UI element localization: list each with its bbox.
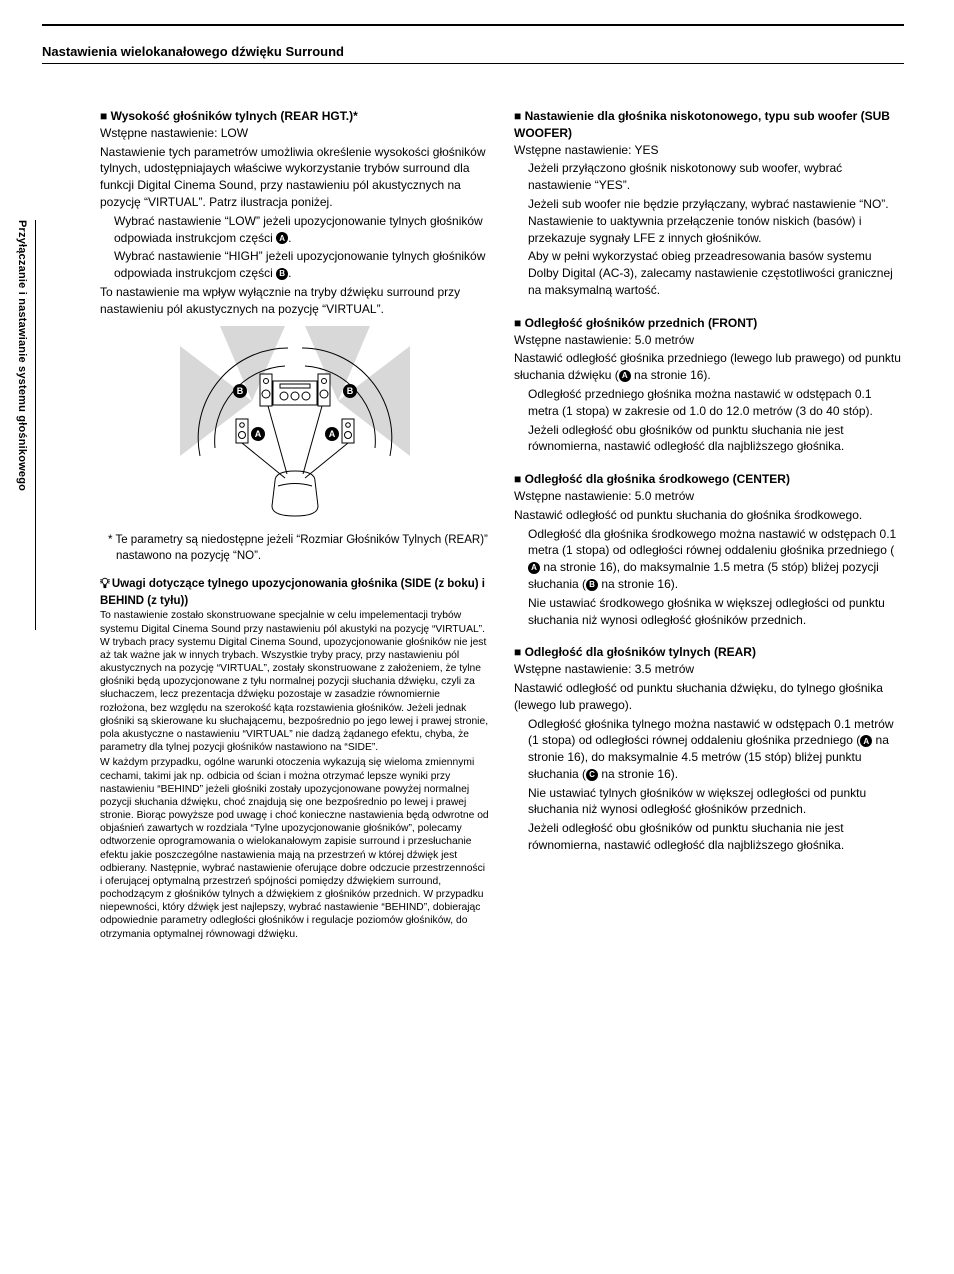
text: Wybrać nastawienie “LOW” jeżeli upozycjo… bbox=[114, 214, 483, 245]
subwoofer-i2: Jeżeli sub woofer nie będzie przyłączany… bbox=[514, 196, 904, 246]
subwoofer-i3: Aby w pełni wykorzystać obieg przeadreso… bbox=[514, 248, 904, 298]
front-preset: Wstępne nastawienie: 5.0 metrów bbox=[514, 332, 904, 349]
tip-icon: 💡︎ bbox=[100, 574, 110, 594]
left-column: ■ Wysokość głośników tylnych (REAR HGT.)… bbox=[100, 108, 490, 957]
tip-p2: W każdym przypadku, ogólne warunki otocz… bbox=[100, 756, 490, 940]
label-a-icon: A bbox=[860, 735, 872, 747]
center-preset: Wstępne nastawienie: 5.0 metrów bbox=[514, 488, 904, 505]
front-p: Nastawić odległość głośnika przedniego (… bbox=[514, 350, 904, 384]
svg-text:B: B bbox=[237, 386, 244, 396]
rear-i3: Jeżeli odległość obu głośników od punktu… bbox=[514, 820, 904, 854]
label-b-icon: B bbox=[276, 268, 288, 280]
sidebar-tab: Przyłączanie i nastawianie systemu głośn… bbox=[14, 220, 36, 630]
rear-height-footnote: * Te parametry są niedostępne jeżeli “Ro… bbox=[108, 532, 490, 564]
text: Wybrać nastawienie “HIGH” jeżeli upozycj… bbox=[114, 249, 485, 280]
svg-text:A: A bbox=[329, 429, 336, 439]
text: Odległość głośnika tylnego można nastawi… bbox=[528, 717, 894, 748]
rear-height-heading: ■ Wysokość głośników tylnych (REAR HGT.)… bbox=[100, 108, 490, 125]
front-i2: Jeżeli odległość obu głośników od punktu… bbox=[514, 422, 904, 456]
text: na stronie 16). bbox=[631, 368, 711, 382]
speaker-diagram: B B A A bbox=[100, 326, 490, 526]
rear-heading: ■ Odległość dla głośników tylnych (REAR) bbox=[514, 644, 904, 661]
rear-height-p1: Nastawienie tych parametrów umożliwia ok… bbox=[100, 144, 490, 211]
label-a-icon: A bbox=[528, 562, 540, 574]
right-column: ■ Nastawienie dla głośnika niskotonowego… bbox=[514, 108, 904, 957]
subwoofer-preset: Wstępne nastawienie: YES bbox=[514, 142, 904, 159]
label-b-icon: B bbox=[586, 579, 598, 591]
center-i1: Odległość dla głośnika środkowego można … bbox=[514, 526, 904, 593]
rear-i2: Nie ustawiać tylnych głośników w większe… bbox=[514, 785, 904, 819]
text: na stronie 16). bbox=[598, 577, 678, 591]
svg-text:B: B bbox=[347, 386, 354, 396]
text: Uwagi dotyczące tylnego upozycjonowania … bbox=[100, 578, 485, 608]
label-c-icon: C bbox=[586, 769, 598, 781]
text: na stronie 16). bbox=[598, 767, 678, 781]
rear-height-high: Wybrać nastawienie “HIGH” jeżeli upozycj… bbox=[100, 248, 490, 282]
sidebar-label: Przyłączanie i nastawianie systemu głośn… bbox=[16, 220, 28, 491]
rear-i1: Odległość głośnika tylnego można nastawi… bbox=[514, 716, 904, 783]
label-a-icon: A bbox=[619, 370, 631, 382]
label-a-icon: A bbox=[276, 232, 288, 244]
subwoofer-heading: ■ Nastawienie dla głośnika niskotonowego… bbox=[514, 108, 904, 142]
rear-height-low: Wybrać nastawienie “LOW” jeżeli upozycjo… bbox=[100, 213, 490, 247]
text: na stronie 16), do maksymalnie 1.5 metra… bbox=[528, 560, 879, 591]
section-title: Nastawienia wielokanałowego dźwięku Surr… bbox=[42, 44, 904, 64]
svg-text:A: A bbox=[255, 429, 262, 439]
tip-heading: 💡︎Uwagi dotyczące tylnego upozycjonowani… bbox=[100, 574, 490, 610]
center-p: Nastawić odległość od punktu słuchania d… bbox=[514, 507, 904, 524]
front-heading: ■ Odległość głośników przednich (FRONT) bbox=[514, 315, 904, 332]
text: Odległość dla głośnika środkowego można … bbox=[528, 527, 896, 558]
rear-p: Nastawić odległość od punktu słuchania d… bbox=[514, 680, 904, 714]
rear-preset: Wstępne nastawienie: 3.5 metrów bbox=[514, 661, 904, 678]
center-i2: Nie ustawiać środkowego głośnika w więks… bbox=[514, 595, 904, 629]
center-heading: ■ Odległość dla głośnika środkowego (CEN… bbox=[514, 471, 904, 488]
subwoofer-i1: Jeżeli przyłączono głośnik niskotonowy s… bbox=[514, 160, 904, 194]
rear-height-p3: To nastawienie ma wpływ wyłącznie na try… bbox=[100, 284, 490, 318]
front-i1: Odległość przedniego głośnika można nast… bbox=[514, 386, 904, 420]
tip-p1: To nastawienie zostało skonstruowane spe… bbox=[100, 609, 490, 754]
rear-height-preset: Wstępne nastawienie: LOW bbox=[100, 125, 490, 142]
